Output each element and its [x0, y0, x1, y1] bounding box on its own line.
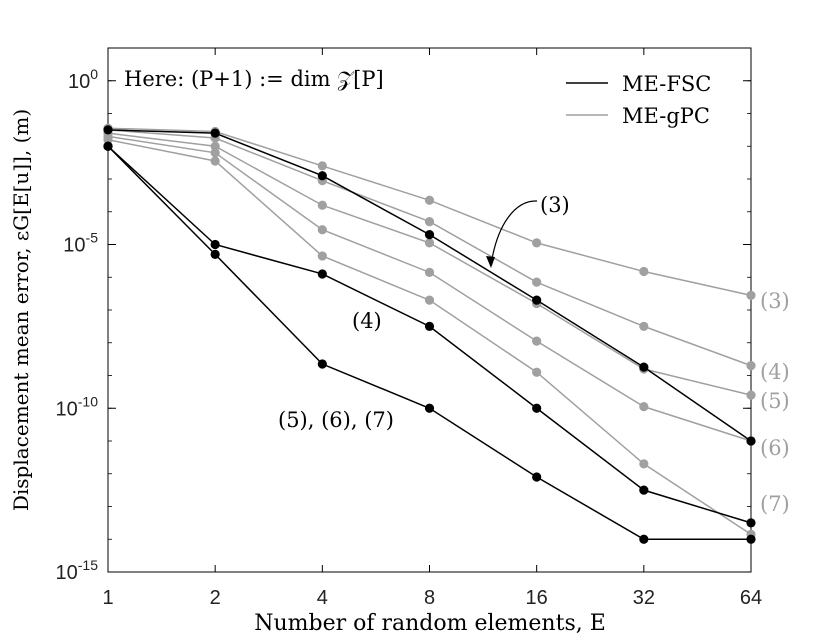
- data-point-me-gpc-3: [317, 161, 327, 171]
- x-tick-label: 16: [526, 587, 548, 609]
- data-point-me-gpc-5: [746, 390, 756, 400]
- y-tick-label: 10-5: [63, 230, 98, 257]
- data-point-me-gpc-7: [210, 156, 220, 166]
- data-point-me-gpc-3: [532, 238, 542, 248]
- x-tick-label: 64: [740, 587, 762, 609]
- data-point-me-fsc-3: [103, 125, 113, 135]
- data-point-me-gpc-5: [424, 238, 435, 248]
- data-point-me-fsc-3: [317, 171, 327, 181]
- data-point-me-fsc-5-6-7: [317, 359, 327, 369]
- series-label-fsc-4: (4): [352, 309, 382, 333]
- data-point-me-gpc-7: [532, 367, 542, 377]
- data-point-me-gpc-6: [532, 336, 542, 346]
- data-point-me-gpc-7: [317, 251, 327, 261]
- x-tick-label: 2: [210, 587, 221, 609]
- data-point-me-fsc-5-6-7: [532, 472, 542, 482]
- callout-arrow-head: [486, 256, 495, 268]
- data-point-me-gpc-4: [746, 361, 756, 371]
- legend: ME-FSC ME-gPC: [566, 72, 711, 128]
- data-point-me-fsc-3: [210, 128, 220, 138]
- series-label-gpc-4: (4): [760, 360, 790, 384]
- axis-ticks: 1 2 4 8 16 32 64 100 10-5 10-10 10-15: [56, 47, 762, 609]
- legend-label-me-fsc: ME-FSC: [622, 72, 711, 96]
- data-point-me-fsc-4: [532, 403, 542, 413]
- data-point-me-fsc-4: [746, 518, 756, 528]
- data-point-me-fsc-5-6-7: [424, 403, 435, 413]
- x-tick-label: 32: [633, 587, 655, 609]
- data-point-me-gpc-6: [639, 402, 649, 412]
- data-point-me-gpc-7: [424, 295, 435, 305]
- data-point-me-gpc-4: [532, 277, 542, 287]
- y-tick-label: 100: [68, 66, 98, 93]
- y-tick-label: 10-15: [56, 557, 99, 584]
- data-point-me-gpc-5: [317, 200, 327, 210]
- data-point-me-fsc-5-6-7: [639, 534, 649, 544]
- series-label-gpc-6: (6): [760, 436, 790, 460]
- data-point-me-gpc-6: [210, 148, 220, 158]
- x-tick-label: 1: [102, 587, 113, 609]
- data-point-me-gpc-6: [317, 225, 327, 235]
- legend-label-me-gpc: ME-gPC: [622, 104, 710, 128]
- series-label-gpc-7: (7): [760, 492, 790, 516]
- data-point-me-fsc-3: [746, 436, 756, 446]
- data-point-me-fsc-4: [317, 269, 327, 279]
- series-label-gpc-5: (5): [760, 389, 790, 413]
- data-point-me-gpc-5: [210, 141, 220, 151]
- data-point-me-gpc-3: [424, 195, 435, 205]
- data-point-me-fsc-3: [639, 362, 649, 372]
- data-point-me-fsc-3: [424, 230, 435, 240]
- data-point-me-fsc-5-6-7: [210, 249, 220, 259]
- x-tick-label: 4: [317, 587, 328, 609]
- series-label-fsc-567: (5), (6), (7): [278, 408, 394, 432]
- x-tick-label: 8: [424, 587, 435, 609]
- data-point-me-gpc-6: [424, 267, 435, 277]
- series-label-gpc-3: (3): [760, 289, 790, 313]
- data-point-me-fsc-3: [532, 295, 542, 305]
- data-point-me-fsc-4: [424, 321, 435, 331]
- callout-arrow-line: [490, 200, 538, 266]
- data-point-me-gpc-3: [746, 290, 756, 300]
- corner-annotation: Here: (P+1) := dim 𝒵[P]: [124, 67, 384, 91]
- data-point-me-gpc-7: [639, 459, 649, 469]
- series-label-fsc-3: (3): [540, 193, 570, 217]
- data-point-me-gpc-3: [639, 266, 649, 277]
- data-point-me-gpc-4: [424, 217, 435, 227]
- data-point-me-fsc-4: [210, 239, 220, 250]
- data-point-me-fsc-5-6-7: [103, 141, 113, 151]
- series-layer: [103, 123, 756, 544]
- y-tick-label: 10-10: [56, 393, 99, 420]
- data-point-me-fsc-4: [639, 485, 649, 495]
- y-axis-label: Displacement mean error, εG[E[u]], (m): [9, 109, 33, 511]
- data-point-me-gpc-4: [639, 321, 649, 331]
- x-axis-label: Number of random elements, E: [254, 611, 606, 636]
- series-labels: (3) (4) (5), (6), (7) (3) (4) (5) (6) (7): [278, 193, 790, 516]
- data-point-me-fsc-5-6-7: [746, 534, 756, 544]
- data-point-me-gpc-7: [103, 135, 113, 145]
